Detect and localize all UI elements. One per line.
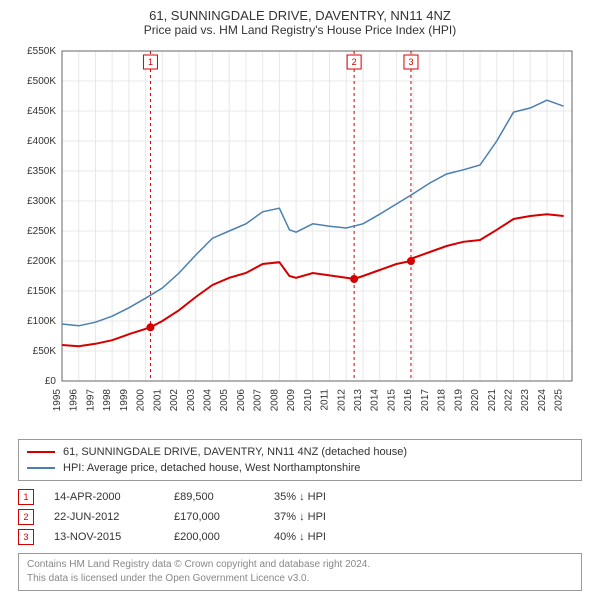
svg-text:2001: 2001	[152, 389, 163, 412]
svg-text:£50K: £50K	[33, 346, 57, 357]
svg-text:2000: 2000	[136, 389, 147, 412]
svg-text:£250K: £250K	[27, 226, 56, 237]
legend-label: HPI: Average price, detached house, West…	[63, 460, 360, 476]
svg-text:2025: 2025	[554, 389, 565, 412]
svg-text:2008: 2008	[269, 389, 280, 412]
svg-text:2021: 2021	[487, 389, 498, 412]
svg-text:2010: 2010	[303, 389, 314, 412]
svg-text:2019: 2019	[453, 389, 464, 412]
svg-text:2003: 2003	[186, 389, 197, 412]
svg-text:£0: £0	[45, 376, 57, 387]
svg-text:2012: 2012	[336, 389, 347, 412]
event-row: 3 13-NOV-2015 £200,000 40% ↓ HPI	[18, 527, 582, 547]
chart-subtitle: Price paid vs. HM Land Registry's House …	[0, 23, 600, 41]
event-marker: 1	[18, 489, 34, 505]
svg-text:2020: 2020	[470, 389, 481, 412]
svg-text:1996: 1996	[69, 389, 80, 412]
event-delta: 40% ↓ HPI	[274, 531, 326, 543]
event-row: 1 14-APR-2000 £89,500 35% ↓ HPI	[18, 487, 582, 507]
svg-text:1: 1	[148, 57, 153, 67]
event-table: 1 14-APR-2000 £89,500 35% ↓ HPI 2 22-JUN-2012…	[18, 487, 582, 547]
legend-swatch	[27, 467, 55, 469]
event-date: 14-APR-2000	[54, 491, 154, 503]
legend-swatch	[27, 451, 55, 453]
svg-text:2013: 2013	[353, 389, 364, 412]
svg-text:£550K: £550K	[27, 46, 56, 57]
event-price: £200,000	[174, 531, 254, 543]
event-date: 13-NOV-2015	[54, 531, 154, 543]
event-row: 2 22-JUN-2012 £170,000 37% ↓ HPI	[18, 507, 582, 527]
svg-text:2024: 2024	[537, 389, 548, 412]
svg-text:2016: 2016	[403, 389, 414, 412]
svg-text:£100K: £100K	[27, 316, 56, 327]
legend-label: 61, SUNNINGDALE DRIVE, DAVENTRY, NN11 4N…	[63, 444, 407, 460]
attribution: Contains HM Land Registry data © Crown c…	[18, 553, 582, 591]
svg-text:2022: 2022	[503, 389, 514, 412]
svg-text:1997: 1997	[85, 389, 96, 412]
event-delta: 37% ↓ HPI	[274, 511, 326, 523]
attribution-line: Contains HM Land Registry data © Crown c…	[27, 558, 573, 572]
svg-text:£200K: £200K	[27, 256, 56, 267]
svg-text:£450K: £450K	[27, 106, 56, 117]
svg-text:2014: 2014	[370, 389, 381, 412]
legend-item: HPI: Average price, detached house, West…	[27, 460, 573, 476]
svg-text:£150K: £150K	[27, 286, 56, 297]
svg-text:£500K: £500K	[27, 76, 56, 87]
event-price: £89,500	[174, 491, 254, 503]
legend-item: 61, SUNNINGDALE DRIVE, DAVENTRY, NN11 4N…	[27, 444, 573, 460]
svg-text:2: 2	[352, 57, 357, 67]
svg-text:2011: 2011	[320, 389, 331, 411]
svg-text:2006: 2006	[236, 389, 247, 412]
chart-title: 61, SUNNINGDALE DRIVE, DAVENTRY, NN11 4N…	[0, 0, 600, 23]
line-chart: £0 £50K £100K £150K £200K £250K £300K £350K £400…	[10, 41, 590, 431]
svg-text:£350K: £350K	[27, 166, 56, 177]
event-date: 22-JUN-2012	[54, 511, 154, 523]
attribution-line: This data is licensed under the Open Gov…	[27, 572, 573, 586]
svg-text:1998: 1998	[102, 389, 113, 412]
svg-text:1995: 1995	[52, 389, 63, 412]
svg-text:2017: 2017	[420, 389, 431, 412]
chart-area: £0 £50K £100K £150K £200K £250K £300K £350K £400…	[10, 41, 590, 431]
svg-text:2018: 2018	[437, 389, 448, 412]
svg-text:2004: 2004	[202, 389, 213, 412]
svg-text:2009: 2009	[286, 389, 297, 412]
svg-text:2002: 2002	[169, 389, 180, 412]
event-marker: 2	[18, 509, 34, 525]
legend: 61, SUNNINGDALE DRIVE, DAVENTRY, NN11 4N…	[18, 439, 582, 481]
svg-text:£400K: £400K	[27, 136, 56, 147]
svg-text:3: 3	[408, 57, 413, 67]
svg-text:2005: 2005	[219, 389, 230, 412]
svg-text:2015: 2015	[386, 389, 397, 412]
event-delta: 35% ↓ HPI	[274, 491, 326, 503]
svg-text:£300K: £300K	[27, 196, 56, 207]
svg-text:1999: 1999	[119, 389, 130, 412]
svg-text:2023: 2023	[520, 389, 531, 412]
svg-text:2007: 2007	[253, 389, 264, 412]
event-marker: 3	[18, 529, 34, 545]
event-price: £170,000	[174, 511, 254, 523]
